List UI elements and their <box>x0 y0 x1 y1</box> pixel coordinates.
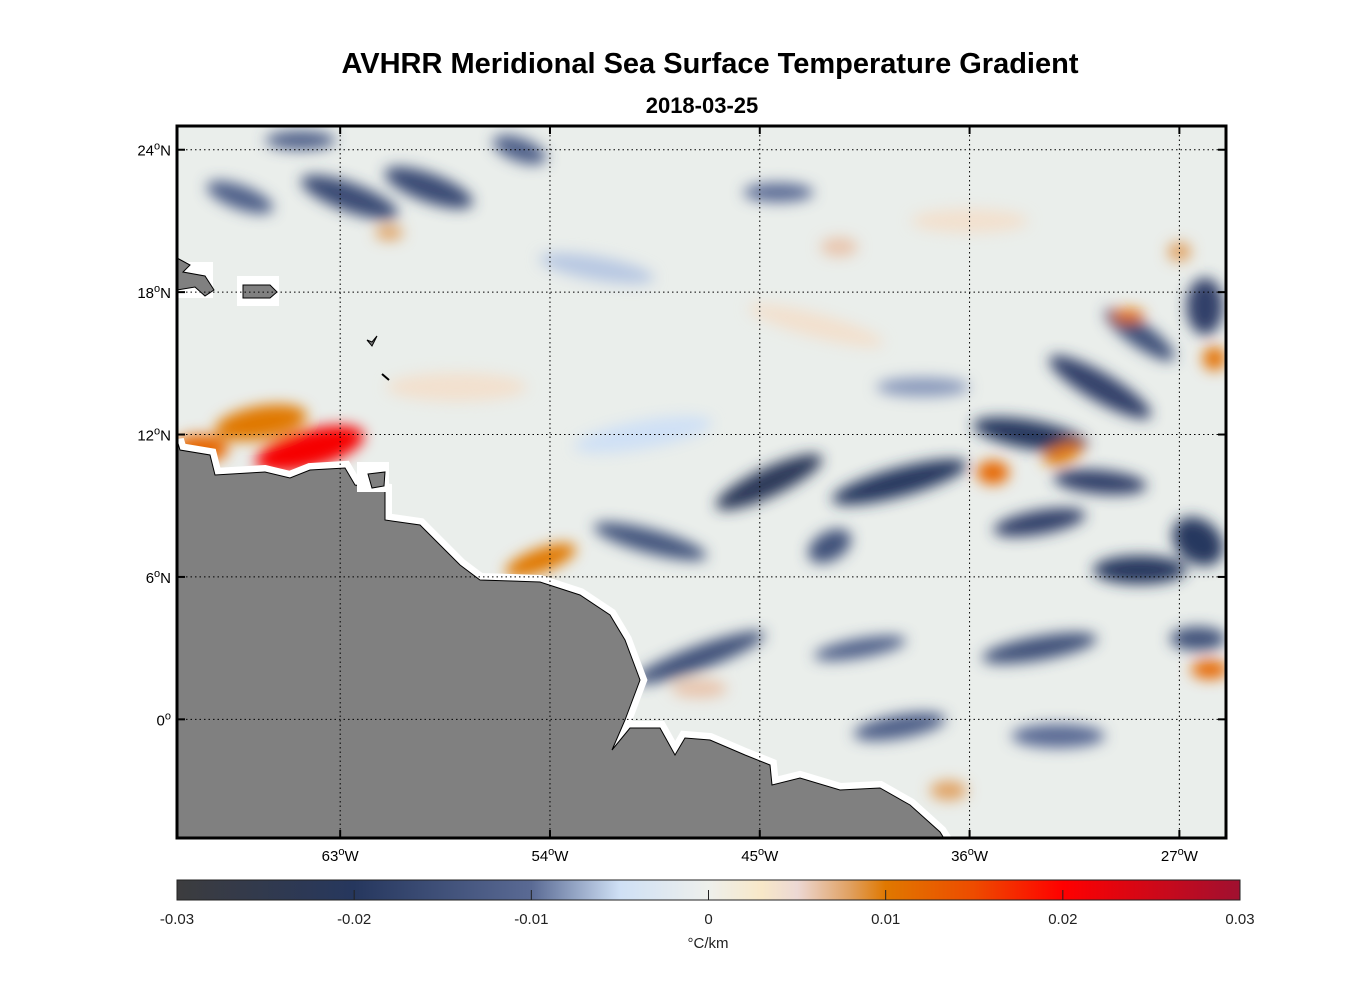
gradient-feature <box>1042 442 1083 465</box>
gradient-feature <box>1111 308 1145 323</box>
island <box>367 471 386 489</box>
gradient-feature <box>505 543 576 578</box>
gradient-feature <box>876 377 970 397</box>
gradient-feature <box>255 425 365 473</box>
gradient-feature <box>1186 277 1224 335</box>
x-tick-label: 45oW <box>741 846 779 865</box>
gradient-feature <box>1011 724 1105 748</box>
colorbar-tick-label: -0.03 <box>160 911 194 928</box>
gradient-feature <box>384 166 473 209</box>
gradient-feature <box>715 454 823 510</box>
gradient-feature <box>831 459 968 505</box>
colorbar-tick-label: 0.01 <box>871 911 900 928</box>
gradient-feature <box>814 635 906 661</box>
colorbar-tick-label: 0 <box>704 911 712 928</box>
axes: 63oW 54oW 45oW 36oW 27oW 24oN 18oN 12oN 6oN 0o <box>137 126 1226 865</box>
gradient-feature <box>820 237 858 257</box>
gradient-feature <box>1049 355 1152 419</box>
gradient-feature <box>301 175 398 220</box>
island <box>242 284 278 299</box>
gradient-feature <box>671 678 728 698</box>
gradient-feature <box>743 182 814 202</box>
y-tick-label: 24oN <box>137 141 171 160</box>
y-tick-label: 0o <box>157 710 171 729</box>
gradient-feature <box>1172 517 1224 566</box>
island <box>177 257 215 297</box>
colorbar-tick-label: 0.02 <box>1048 911 1077 928</box>
y-tick-label: 12oN <box>137 426 171 445</box>
map-frame <box>175 124 1228 840</box>
south-america-coast <box>177 439 945 838</box>
gradient-feature <box>206 180 274 214</box>
y-tick-label: 6oN <box>146 568 171 587</box>
gradient-feature <box>1191 660 1226 679</box>
gradient-feature <box>633 631 766 685</box>
landmass <box>177 257 953 838</box>
colorbar-tick-label: -0.02 <box>337 911 371 928</box>
colorbar-tick-label: -0.01 <box>514 911 548 928</box>
gradient-feature <box>1202 346 1226 371</box>
chart-title: AVHRR Meridional Sea Surface Temperature… <box>341 48 1079 80</box>
y-tick-label: 18oN <box>137 283 171 302</box>
x-tick-label: 63oW <box>322 846 360 865</box>
gradient-feature <box>1167 242 1192 262</box>
gradient-feature <box>853 712 946 741</box>
gradient-feature <box>808 529 852 564</box>
colorbar: -0.03 -0.02 -0.01 0 0.01 0.02 0.03 °C/km <box>160 879 1255 952</box>
x-tick-label: 54oW <box>531 846 569 865</box>
island <box>366 335 378 347</box>
gradient-feature <box>748 303 884 347</box>
gradient-feature <box>1170 626 1226 651</box>
gradient-feature <box>1093 555 1187 585</box>
gradient-feature <box>214 404 307 441</box>
gradient-feature <box>593 522 707 561</box>
gridlines <box>177 126 1226 838</box>
gradient-feature <box>929 781 968 801</box>
colorbar-label: °C/km <box>688 935 729 952</box>
gradient-feature <box>993 508 1086 537</box>
colorbar-tick-label: 0.03 <box>1225 911 1254 928</box>
gradient-feature <box>972 417 1088 452</box>
island <box>381 373 390 381</box>
chart-subtitle: 2018-03-25 <box>645 93 759 118</box>
gradient-feature <box>574 415 713 454</box>
gradient-field <box>177 130 1226 801</box>
x-tick-label: 36oW <box>951 846 989 865</box>
gradient-feature <box>375 225 404 240</box>
x-tick-label: 27oW <box>1161 846 1199 865</box>
gradient-feature <box>976 460 1010 485</box>
gradient-feature <box>1053 469 1147 495</box>
gradient-feature <box>539 252 655 284</box>
gradient-feature <box>265 130 336 150</box>
gradient-feature <box>982 632 1097 664</box>
gradient-feature <box>386 372 527 402</box>
